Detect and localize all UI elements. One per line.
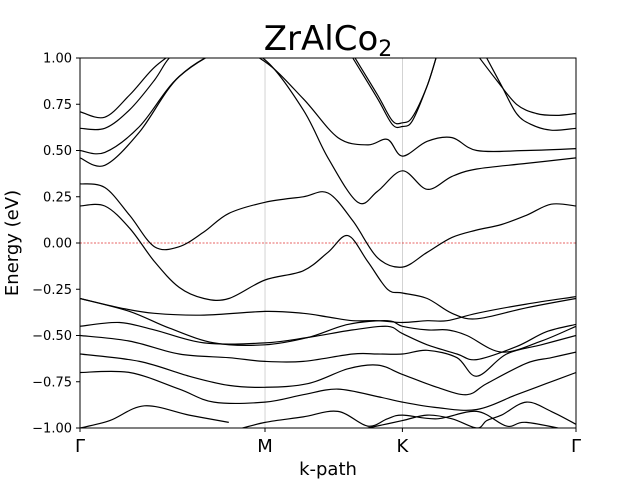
band-line-18 — [478, 58, 576, 117]
x-axis-label: k-path — [299, 459, 357, 480]
y-tick-label-7: 0.75 — [43, 98, 72, 113]
y-tick-label-0: −1.00 — [32, 422, 72, 437]
band-line-2 — [367, 401, 576, 428]
band-line-17 — [486, 58, 576, 131]
y-tick-label-2: −0.50 — [32, 329, 72, 344]
y-axis-ticks: −1.00 −0.75 −0.50 −0.25 0.00 0.25 0.50 0.75 1.00 — [32, 52, 80, 437]
band-line-14 — [80, 58, 167, 119]
y-tick-label-6: 0.50 — [43, 144, 72, 159]
band-line-10 — [80, 183, 576, 268]
chart-title-subscript: 2 — [378, 37, 392, 62]
y-axis-label: Energy (eV) — [2, 190, 23, 296]
band-line-1 — [240, 410, 561, 428]
y-tick-label-1: −0.75 — [32, 375, 72, 390]
band-line-16 — [354, 58, 437, 125]
chart-title: ZrAlCo2 — [264, 19, 393, 62]
band-line-7 — [80, 297, 576, 353]
x-tick-label-2: K — [396, 436, 409, 457]
band-line-6 — [80, 321, 576, 361]
y-tick-label-3: −0.25 — [32, 283, 72, 298]
band-line-12 — [80, 58, 576, 157]
band-line-13 — [80, 58, 171, 131]
x-tick-label-3: Γ — [571, 436, 581, 457]
band-line-9 — [80, 203, 576, 320]
band-line-0 — [80, 405, 229, 428]
band-line-8 — [80, 296, 576, 324]
chart-title-main: ZrAlCo — [264, 19, 379, 59]
y-tick-label-8: 1.00 — [43, 52, 72, 67]
band-line-3 — [80, 370, 576, 411]
x-tick-label-0: Γ — [75, 436, 85, 457]
band-lines-layer — [80, 58, 576, 428]
y-tick-label-5: 0.25 — [43, 190, 72, 205]
y-tick-label-4: 0.00 — [43, 237, 72, 252]
band-line-4 — [80, 351, 576, 396]
x-tick-label-1: M — [257, 436, 273, 457]
band-line-5 — [80, 334, 576, 377]
band-line-11 — [80, 58, 576, 205]
